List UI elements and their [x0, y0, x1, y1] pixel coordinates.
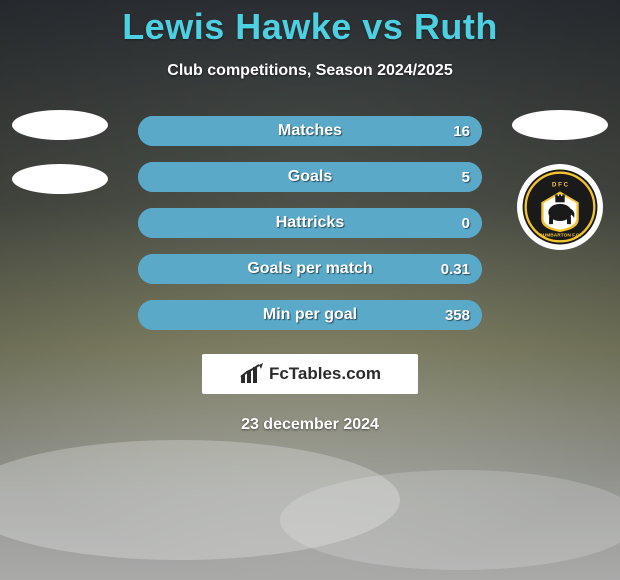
stat-row: Goals per match 0.31 [138, 254, 482, 284]
player-badge-placeholder [12, 110, 108, 140]
page-title: Lewis Hawke vs Ruth [122, 6, 498, 48]
stat-value-right: 358 [445, 307, 470, 324]
brand-chart-icon [239, 363, 265, 385]
stat-value-right: 5 [462, 169, 470, 186]
stat-label: Matches [278, 122, 342, 140]
stat-row: Goals 5 [138, 162, 482, 192]
svg-text:D F C: D F C [552, 182, 569, 189]
stat-label: Goals [288, 168, 332, 186]
brand-text: FcTables.com [269, 364, 381, 384]
player-badge-placeholder [512, 110, 608, 140]
brand-link[interactable]: FcTables.com [202, 354, 418, 394]
stat-label: Goals per match [247, 260, 372, 278]
stat-label: Hattricks [276, 214, 344, 232]
stat-value-right: 0 [462, 215, 470, 232]
crest-icon: D F C DUMBARTON F.C. [521, 168, 599, 246]
stat-row: Min per goal 358 [138, 300, 482, 330]
stat-row: Matches 16 [138, 116, 482, 146]
stat-value-right: 0.31 [441, 261, 470, 278]
stat-label: Min per goal [263, 306, 357, 324]
club-crest-dumbarton: D F C DUMBARTON F.C. [517, 164, 603, 250]
stats-area: D F C DUMBARTON F.C. Matches 16 Goals 5 Hatt… [0, 116, 620, 330]
left-player-badges [12, 110, 108, 194]
right-player-badges: D F C DUMBARTON F.C. [512, 110, 608, 250]
stat-value-right: 16 [453, 123, 470, 140]
subtitle: Club competitions, Season 2024/2025 [167, 62, 452, 80]
svg-text:DUMBARTON F.C.: DUMBARTON F.C. [539, 233, 581, 239]
date-line: 23 december 2024 [241, 416, 379, 434]
stat-row: Hattricks 0 [138, 208, 482, 238]
stat-rows: Matches 16 Goals 5 Hattricks 0 Goals per match… [138, 116, 482, 330]
club-badge-placeholder [12, 164, 108, 194]
